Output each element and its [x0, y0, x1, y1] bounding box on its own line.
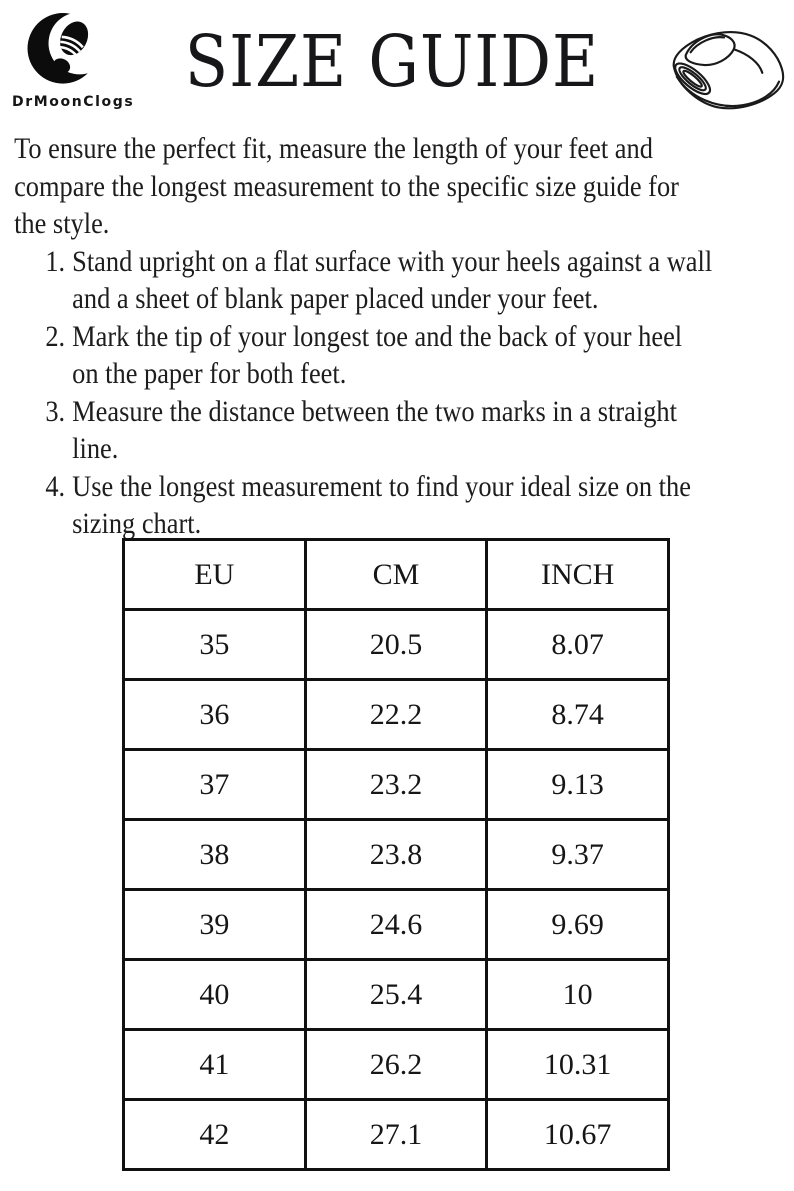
size-cell-cm: 22.2: [303, 678, 489, 751]
intro-line: compare the longest measurement to the s…: [14, 169, 679, 203]
size-cell-eu: 42: [122, 1098, 307, 1171]
step-line: on the paper for both feet.: [72, 357, 347, 390]
step-item-1: 1. Stand upright on a flat surface with …: [14, 243, 788, 318]
step-number: 1.: [45, 244, 66, 278]
size-row: 40 25.4 10: [122, 958, 670, 1031]
size-cell-inch: 8.74: [485, 678, 670, 751]
step-number: 2.: [45, 319, 66, 353]
size-cell-inch: 10.31: [485, 1028, 670, 1101]
step-line: line.: [72, 432, 119, 465]
step-item-2: 2. Mark the tip of your longest toe and …: [14, 318, 788, 393]
step-item-3: 3. Measure the distance between the two …: [14, 393, 788, 468]
size-row: 39 24.6 9.69: [122, 888, 670, 961]
size-cell-eu: 39: [122, 888, 307, 961]
intro-paragraph: To ensure the perfect fit, measure the l…: [14, 130, 788, 243]
header-eu: EU: [122, 538, 307, 611]
size-cell-inch: 10.67: [485, 1098, 670, 1171]
step-number: 4.: [45, 469, 66, 503]
size-cell-eu: 38: [122, 818, 307, 891]
size-cell-cm: 20.5: [303, 608, 489, 681]
size-cell-cm: 23.8: [303, 818, 489, 891]
size-cell-eu: 36: [122, 678, 307, 751]
size-cell-inch: 9.69: [485, 888, 670, 961]
clog-outline-icon: [672, 31, 785, 110]
size-row: 35 20.5 8.07: [122, 608, 670, 681]
size-table-header-row: EU CM INCH: [122, 538, 670, 611]
size-chart-table: EU CM INCH 35 20.5 8.07 36 22.2 8.74 37 …: [122, 538, 670, 1171]
size-cell-inch: 8.07: [485, 608, 670, 681]
size-cell-inch: 9.13: [485, 748, 670, 821]
size-cell-cm: 27.1: [303, 1098, 489, 1171]
size-cell-inch: 10: [485, 958, 670, 1031]
step-line: Mark the tip of your longest toe and the…: [72, 319, 683, 353]
intro-line: the style.: [14, 207, 110, 240]
size-cell-cm: 23.2: [303, 748, 489, 821]
clog-illustration: [658, 10, 790, 123]
brand-wordmark: DrMoonClogs: [12, 94, 135, 110]
crescent-moon-footprint-icon: [27, 12, 109, 84]
size-cell-eu: 35: [122, 608, 307, 681]
size-row: 41 26.2 10.31: [122, 1028, 670, 1101]
intro-line: To ensure the perfect fit, measure the l…: [14, 132, 653, 165]
measurement-steps: 1. Stand upright on a flat surface with …: [14, 243, 788, 543]
size-row: 42 27.1 10.67: [122, 1098, 670, 1171]
step-number: 3.: [45, 394, 66, 428]
size-cell-eu: 41: [122, 1028, 307, 1101]
size-cell-eu: 37: [122, 748, 307, 821]
size-row: 36 22.2 8.74: [122, 678, 670, 751]
step-line: and a sheet of blank paper placed under …: [72, 282, 599, 315]
size-row: 37 23.2 9.13: [122, 748, 670, 821]
instructions: To ensure the perfect fit, measure the l…: [0, 122, 788, 543]
size-cell-cm: 26.2: [303, 1028, 489, 1101]
brand-logo: DrMoonClogs: [12, 4, 135, 110]
page-title: SIZE GUIDE: [184, 20, 600, 104]
size-cell-eu: 40: [122, 958, 307, 1031]
size-cell-cm: 24.6: [303, 888, 489, 961]
header-inch: INCH: [485, 538, 670, 611]
header-cm: CM: [303, 538, 489, 611]
size-cell-inch: 9.37: [485, 818, 670, 891]
step-line: Use the longest measurement to find your…: [72, 469, 691, 503]
page-header: DrMoonClogs SIZE GUIDE: [0, 0, 794, 122]
size-cell-cm: 25.4: [303, 958, 489, 1031]
step-line: sizing chart.: [72, 507, 202, 540]
step-line: Stand upright on a flat surface with you…: [72, 244, 713, 278]
step-line: Measure the distance between the two mar…: [72, 394, 677, 428]
size-row: 38 23.8 9.37: [122, 818, 670, 891]
step-item-4: 4. Use the longest measurement to find y…: [14, 468, 788, 543]
